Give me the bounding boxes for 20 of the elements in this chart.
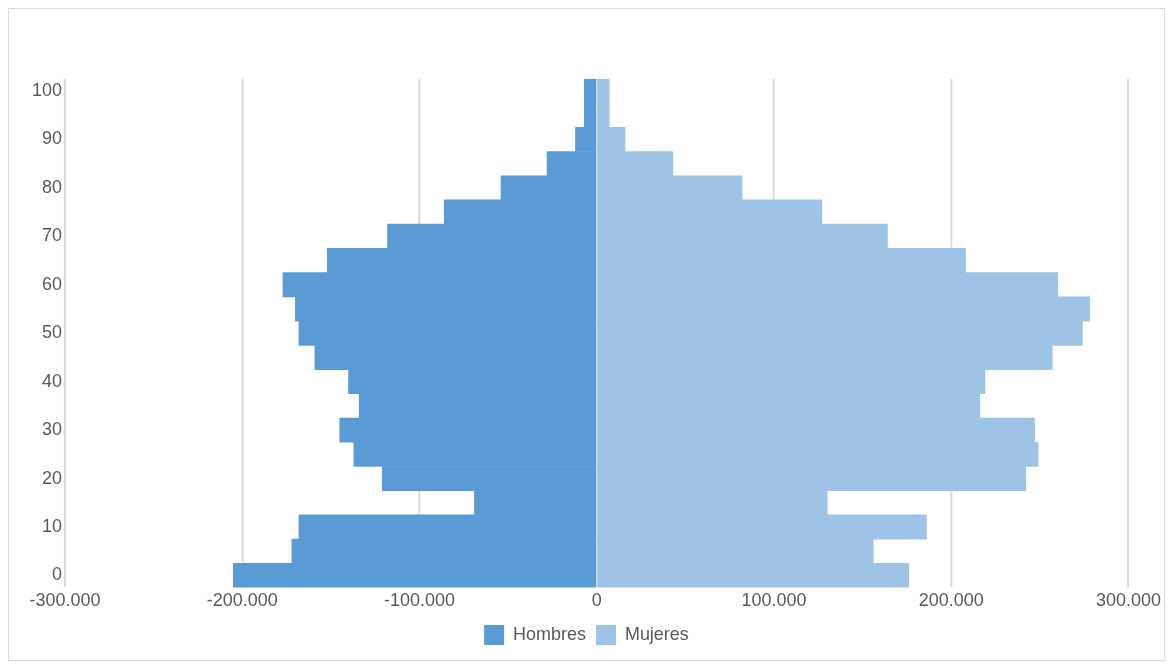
y-tick-label: 80 bbox=[41, 176, 62, 197]
x-tick-label: 100.000 bbox=[741, 590, 807, 611]
y-tick-label: 90 bbox=[41, 128, 62, 149]
x-tick-label: 300.000 bbox=[1096, 590, 1161, 611]
y-tick-label: 100 bbox=[31, 79, 62, 100]
y-tick-label: 60 bbox=[41, 273, 62, 294]
x-tick-label: 200.000 bbox=[918, 590, 984, 611]
y-tick-label: 10 bbox=[41, 516, 62, 536]
x-tick-label: -100.000 bbox=[384, 590, 455, 611]
x-tick-label: -200.000 bbox=[206, 590, 278, 611]
x-tick-label: -300.000 bbox=[29, 590, 101, 611]
legend-label: Mujeres bbox=[624, 624, 689, 645]
y-tick-label: 50 bbox=[41, 322, 62, 343]
y-tick-label: 70 bbox=[41, 225, 62, 246]
x-tick-label: 0 bbox=[591, 590, 602, 611]
y-tick-label: 0 bbox=[51, 564, 62, 585]
y-tick-label: 40 bbox=[41, 370, 62, 391]
y-tick-label: 20 bbox=[41, 467, 62, 488]
y-tick-label: 30 bbox=[41, 419, 62, 440]
legend-label: Hombres bbox=[513, 624, 586, 645]
